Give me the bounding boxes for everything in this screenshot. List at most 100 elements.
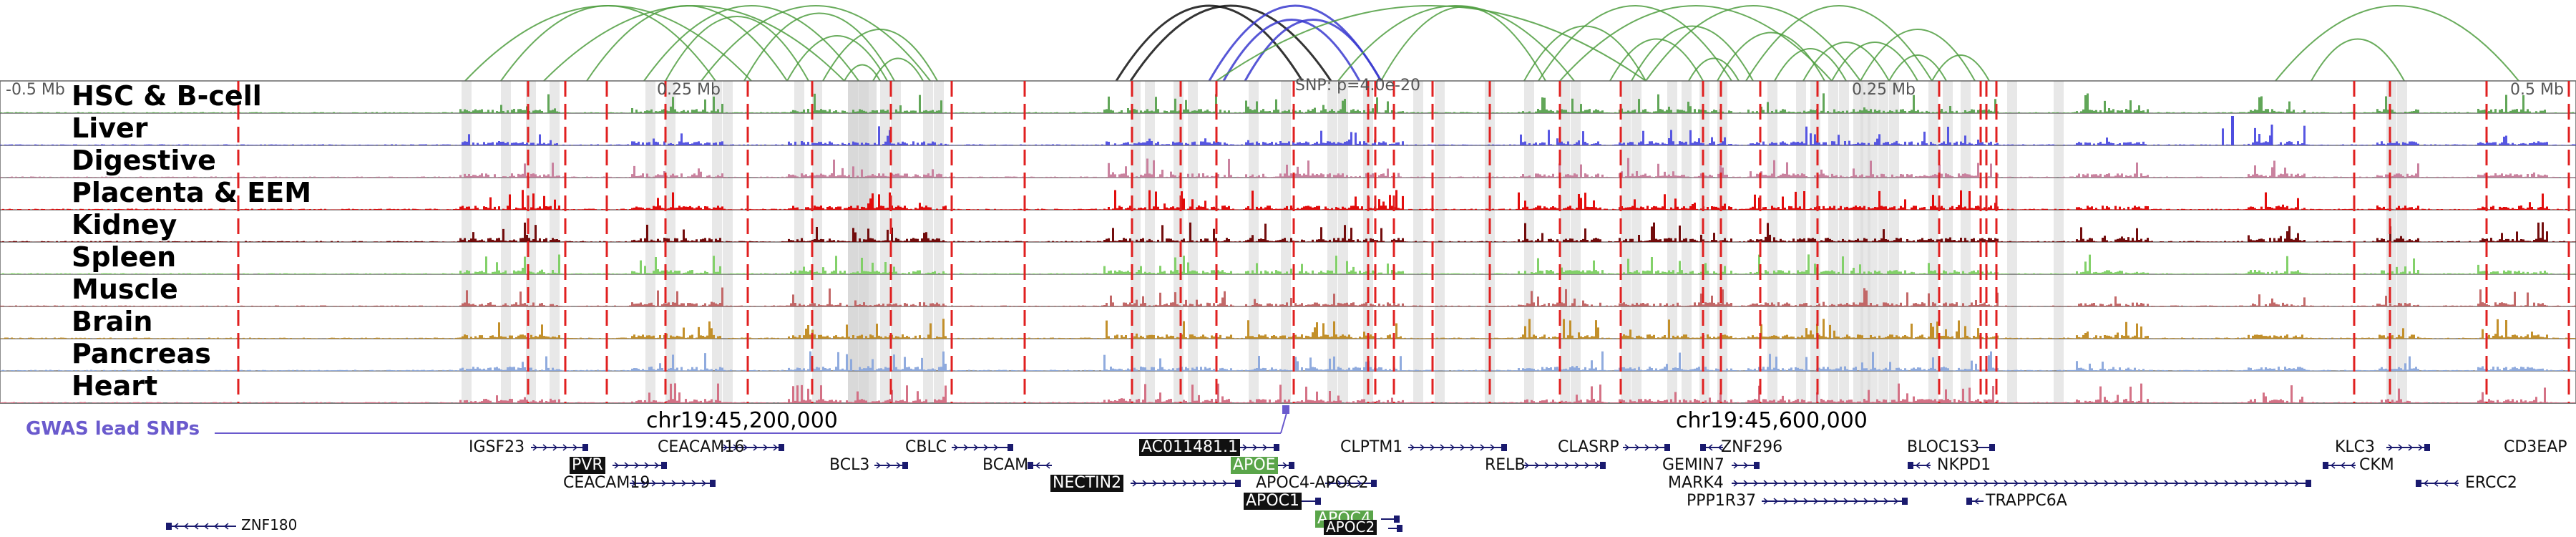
gene-exon	[1908, 462, 1913, 469]
strand-arrow	[2224, 480, 2230, 487]
strand-arrow	[1833, 480, 1839, 487]
strand-arrow	[2340, 462, 2346, 469]
strand-arrow	[1783, 480, 1789, 487]
chromatin-loop	[1523, 25, 1646, 82]
strand-arrow	[1793, 480, 1799, 487]
strand-arrow	[562, 444, 568, 451]
strand-arrow	[1192, 480, 1198, 487]
gene-exon	[1289, 462, 1294, 469]
gene-label-apoe: APOE	[1231, 457, 1278, 474]
strand-arrow	[552, 444, 558, 451]
track-signal	[0, 190, 2576, 210]
track-label-digestive: Digestive	[72, 145, 216, 176]
strand-arrow	[1624, 444, 1630, 451]
strand-arrow	[1544, 462, 1550, 469]
strand-arrow	[2398, 444, 2404, 451]
gene-exon	[1274, 444, 1279, 451]
strand-arrow	[1534, 462, 1540, 469]
chromatin-loop	[1745, 5, 1933, 82]
strand-arrow	[1883, 498, 1889, 505]
strand-arrow	[223, 523, 229, 530]
gene-label-trappc6a: TRAPPC6A	[1986, 492, 2067, 510]
gwas-lead-snps	[215, 405, 1289, 434]
strand-arrow	[1763, 498, 1769, 505]
strand-arrow	[1202, 480, 1208, 487]
strand-arrow	[1252, 444, 1258, 451]
strand-arrow	[1843, 498, 1849, 505]
gene-model	[531, 444, 588, 451]
gene-label-ceacam16: CEACAM16	[658, 438, 745, 456]
strand-arrow	[701, 480, 707, 487]
strand-arrow	[2350, 462, 2356, 469]
strand-arrow	[2234, 480, 2240, 487]
gene-label-znf296: ZNF296	[1721, 438, 1783, 456]
strand-arrow	[1707, 444, 1713, 451]
signal-track	[0, 254, 2576, 275]
strand-arrow	[1984, 480, 1989, 487]
strand-arrow	[2453, 480, 2459, 487]
strand-arrow	[644, 462, 650, 469]
strand-arrow	[1584, 462, 1590, 469]
gene-model	[1301, 498, 1321, 505]
gene-label-clptm1: CLPTM1	[1340, 438, 1403, 456]
strand-arrow	[1242, 444, 1248, 451]
gene-model	[874, 462, 908, 469]
track-signal	[0, 319, 2576, 339]
strand-arrow	[2074, 480, 2079, 487]
coordinate-label-left: chr19:45,200,000	[646, 408, 838, 433]
signal-track	[0, 125, 2576, 146]
strand-arrow	[2254, 480, 2260, 487]
strand-arrow	[2104, 480, 2109, 487]
strand-arrow	[614, 462, 620, 469]
strand-arrow	[2244, 480, 2250, 487]
strand-arrow	[973, 444, 979, 451]
strand-arrow	[2284, 480, 2290, 487]
gene-label-bcl3: BCL3	[829, 456, 870, 474]
chromatin-loop	[1688, 57, 1740, 82]
chromatin-loop	[1559, 5, 1833, 82]
strand-arrow	[183, 523, 189, 530]
gene-exon	[1315, 498, 1321, 505]
chromatin-loop	[1802, 42, 1890, 82]
strand-arrow	[2433, 480, 2439, 487]
signal-track	[0, 190, 2576, 211]
signal-track	[0, 383, 2576, 404]
chromatin-loop	[2275, 5, 2519, 82]
gene-models	[166, 444, 2459, 532]
strand-arrow	[1594, 462, 1600, 469]
strand-arrow	[1783, 498, 1789, 505]
strand-arrow	[173, 523, 179, 530]
strand-arrow	[542, 444, 548, 451]
strand-arrow	[2204, 480, 2210, 487]
strand-arrow	[1943, 480, 1949, 487]
chromatin-loop	[786, 35, 888, 82]
strand-arrow	[1347, 480, 1352, 487]
gene-exon	[1754, 462, 1760, 469]
strand-arrow	[1162, 480, 1168, 487]
strand-arrow	[1564, 462, 1570, 469]
strand-arrow	[1963, 480, 1969, 487]
strand-arrow	[1717, 444, 1723, 451]
strand-arrow	[2174, 480, 2180, 487]
strand-arrow	[1915, 462, 1921, 469]
strand-arrow	[1853, 498, 1859, 505]
strand-arrow	[1903, 480, 1909, 487]
gene-exon	[1700, 444, 1706, 451]
strand-arrow	[1994, 480, 1999, 487]
gene-label-apoc1: APOC1	[1244, 493, 1302, 510]
gene-label-mark4: MARK4	[1668, 474, 1724, 492]
strand-arrow	[1863, 480, 1869, 487]
strand-arrow	[1813, 498, 1819, 505]
strand-arrow	[634, 462, 640, 469]
strand-arrow	[2214, 480, 2220, 487]
strand-arrow	[1763, 480, 1769, 487]
strand-arrow	[2134, 480, 2140, 487]
gene-exon	[661, 462, 667, 469]
gwas-lead-snps-label: GWAS lead SNPs	[26, 418, 200, 440]
gene-label-relb: RELB	[1485, 456, 1526, 474]
chromatin-loop	[743, 12, 895, 82]
gene-label-gemin7: GEMIN7	[1662, 456, 1724, 474]
gene-label-nectin2: NECTIN2	[1050, 475, 1124, 492]
strand-arrow	[1823, 480, 1829, 487]
